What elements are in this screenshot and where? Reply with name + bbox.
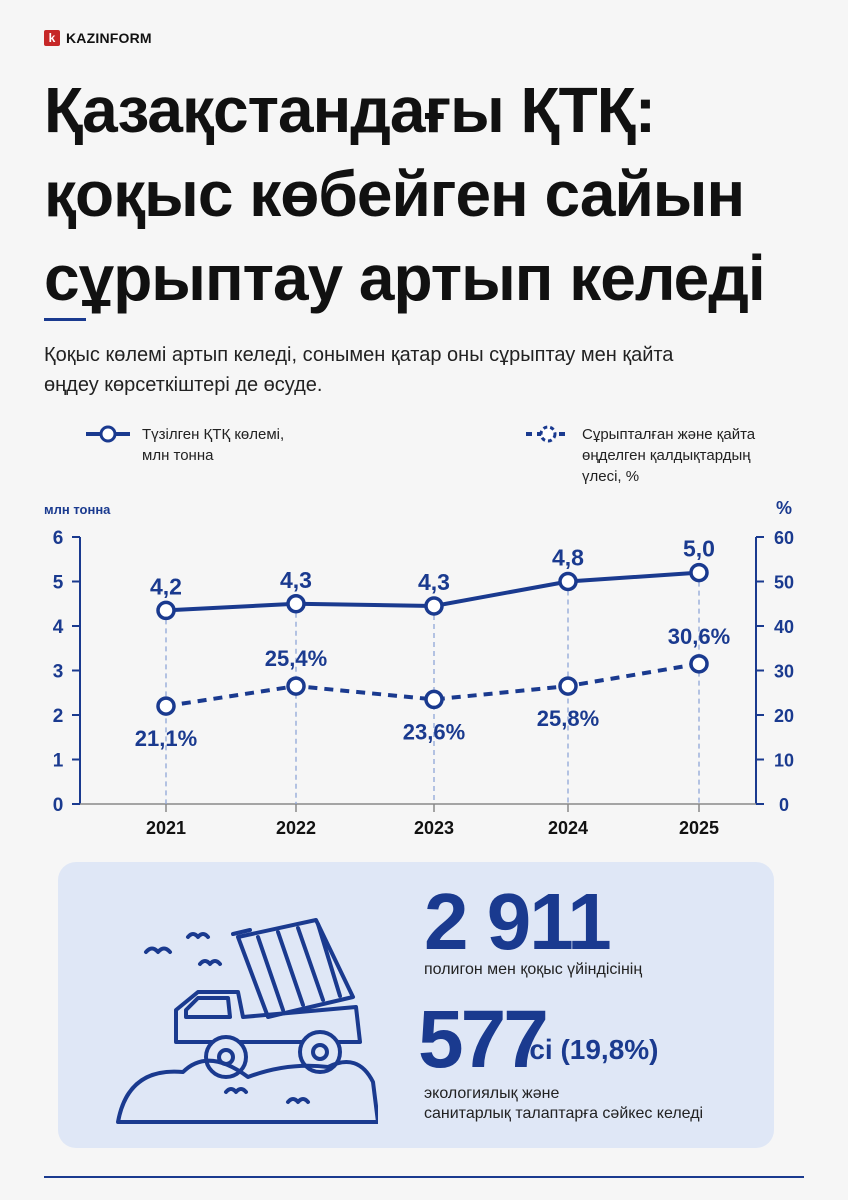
x-axis-tick-label: 2025 bbox=[679, 818, 719, 838]
data-point-share bbox=[558, 676, 578, 696]
x-axis-tick-label: 2022 bbox=[276, 818, 316, 838]
brand-logo: k KAZINFORM bbox=[44, 30, 152, 46]
data-point-volume bbox=[424, 596, 444, 616]
compliant-landfills-caption: экологиялық және санитарлық талаптарға с… bbox=[424, 1085, 704, 1122]
x-axis-tick-label: 2023 bbox=[414, 818, 454, 838]
right-axis-tick-label: 20 bbox=[774, 706, 794, 726]
right-axis-label: % bbox=[776, 498, 792, 518]
left-axis-tick-label: 0 bbox=[53, 795, 64, 816]
left-axis-tick-label: 3 bbox=[53, 662, 64, 683]
left-axis-label: млн тонна bbox=[44, 502, 111, 517]
data-point-volume bbox=[689, 562, 709, 583]
page-title: Қазақстандағы ҚТҚ: қоқыс көбейген сайын … bbox=[44, 74, 766, 314]
data-label-volume: 4,8 bbox=[552, 545, 584, 571]
data-point-share bbox=[156, 696, 176, 716]
legend-label-volume: Түзілген ҚТҚ көлемі, млн тонна bbox=[142, 426, 285, 464]
left-axis-tick-label: 4 bbox=[53, 617, 64, 638]
legend-item-volume: Түзілген ҚТҚ көлемі, млн тонна bbox=[84, 424, 284, 466]
compliant-landfills-share: -сі (19,8%) bbox=[520, 1034, 659, 1065]
page-subtitle: Қоқыс көлемі артып келеді, сонымен қатар… bbox=[44, 344, 674, 396]
title-divider bbox=[44, 318, 86, 321]
legend-label-share: Сұрыпталған және қайта өңделген қалдықта… bbox=[582, 426, 756, 485]
data-point-volume bbox=[558, 571, 578, 592]
data-label-share: 25,4% bbox=[265, 646, 327, 671]
data-label-volume: 4,3 bbox=[280, 567, 312, 593]
solid-line-marker-icon bbox=[86, 425, 130, 443]
right-axis-tick-label: 60 bbox=[774, 528, 794, 548]
bottom-divider bbox=[44, 1176, 804, 1178]
series-line-share bbox=[165, 661, 700, 709]
data-point-volume bbox=[156, 600, 176, 621]
data-label-volume: 4,2 bbox=[150, 573, 182, 599]
data-label-share: 21,1% bbox=[135, 726, 197, 751]
x-axis-tick-label: 2021 bbox=[146, 818, 186, 838]
total-landfills-caption: полигон мен қоқыс үйіндісінің bbox=[424, 961, 643, 978]
right-axis-tick-label: 10 bbox=[774, 751, 794, 771]
data-label-volume: 4,3 bbox=[418, 569, 450, 595]
left-axis-tick-label: 5 bbox=[53, 573, 64, 594]
left-axis-tick-label: 1 bbox=[53, 751, 64, 772]
data-label-share: 30,6% bbox=[668, 624, 730, 649]
data-label-share: 23,6% bbox=[403, 719, 465, 744]
right-axis-tick-label: 0 bbox=[779, 795, 789, 815]
right-axis-tick-label: 30 bbox=[774, 662, 794, 682]
right-axis-tick-label: 50 bbox=[774, 573, 794, 593]
data-point-share bbox=[286, 676, 306, 696]
compliant-landfills-number: 577 bbox=[418, 994, 549, 1085]
data-point-volume bbox=[286, 594, 306, 614]
x-axis-tick-label: 2024 bbox=[548, 818, 588, 838]
dump-truck-icon bbox=[116, 918, 378, 1124]
data-label-volume: 5,0 bbox=[683, 536, 715, 562]
left-axis-tick-label: 2 bbox=[53, 706, 64, 727]
data-point-share bbox=[424, 689, 444, 710]
brand-name: KAZINFORM bbox=[66, 30, 152, 46]
data-label-share: 25,8% bbox=[537, 706, 599, 731]
left-axis-tick-label: 6 bbox=[53, 528, 64, 549]
legend-item-share: Сұрыпталған және қайта өңделген қалдықта… bbox=[524, 424, 755, 487]
data-point-share bbox=[689, 654, 709, 674]
total-landfills-number: 2 911 bbox=[424, 877, 612, 966]
kazinform-logo-icon: k bbox=[44, 30, 60, 46]
right-axis-tick-label: 40 bbox=[774, 617, 794, 637]
dashed-line-marker-icon bbox=[526, 425, 570, 443]
stats-panel: 2 911 полигон мен қоқыс үйіндісінің 577 … bbox=[58, 862, 774, 1148]
